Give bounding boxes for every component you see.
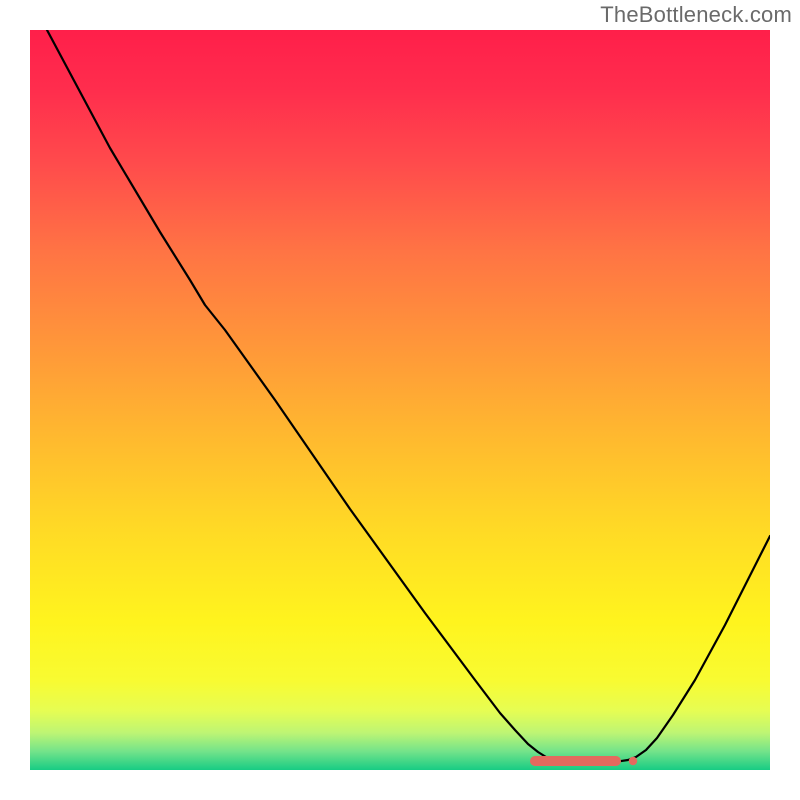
watermark-text: TheBottleneck.com <box>600 2 792 28</box>
gradient-background <box>30 30 770 770</box>
highlight-dot <box>629 757 637 765</box>
plot-svg <box>30 30 770 770</box>
chart-container: TheBottleneck.com <box>0 0 800 800</box>
plot-area <box>30 30 770 770</box>
